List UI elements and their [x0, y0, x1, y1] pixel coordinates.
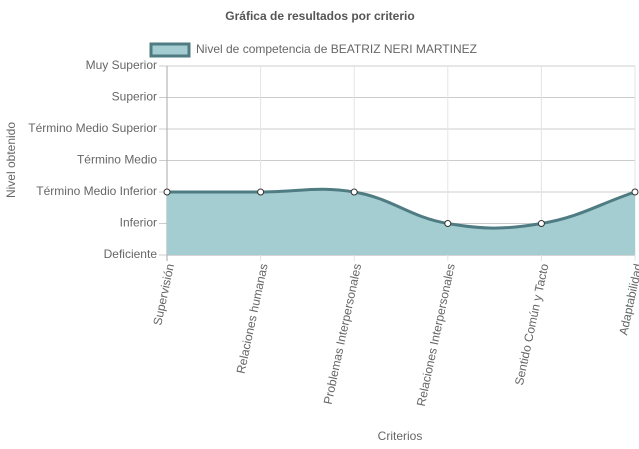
- area: [167, 189, 635, 255]
- y-tick-label: Inferior: [120, 216, 157, 230]
- x-tick-label: Adaptabilidad: [616, 262, 639, 336]
- y-tick-label: Superior: [112, 90, 157, 104]
- y-tick-label: Muy Superior: [86, 58, 157, 72]
- x-tick-label: Problemas Interpersonales: [321, 262, 365, 405]
- x-tick-label: Relaciones Interpersonales: [414, 262, 458, 407]
- point: [163, 188, 171, 196]
- y-tick-label: Término Medio: [77, 153, 157, 167]
- chart-title: Gráfica de resultados por criterio: [225, 9, 414, 23]
- point: [444, 220, 452, 227]
- y-tick-label: Deficiente: [104, 247, 158, 261]
- legend-swatch: [149, 42, 191, 58]
- line: [166, 187, 636, 230]
- y-axis-label: Nivel obtenido: [4, 122, 18, 198]
- x-tick-label: Sentido Común y Tacto: [512, 262, 552, 386]
- point: [631, 188, 639, 196]
- y-tick-label: Término Medio Inferior: [36, 184, 157, 198]
- legend-label: Nivel de competencia de BEATRIZ NERI MAR…: [196, 42, 477, 56]
- point: [537, 220, 545, 227]
- x-tick-label: Supervisión: [150, 262, 177, 326]
- point: [257, 188, 265, 196]
- y-tick-label: Término Medio Superior: [28, 121, 157, 135]
- point: [350, 188, 358, 196]
- x-axis-label: Criterios: [378, 429, 423, 443]
- x-tick-label: Relaciones humanas: [234, 262, 271, 375]
